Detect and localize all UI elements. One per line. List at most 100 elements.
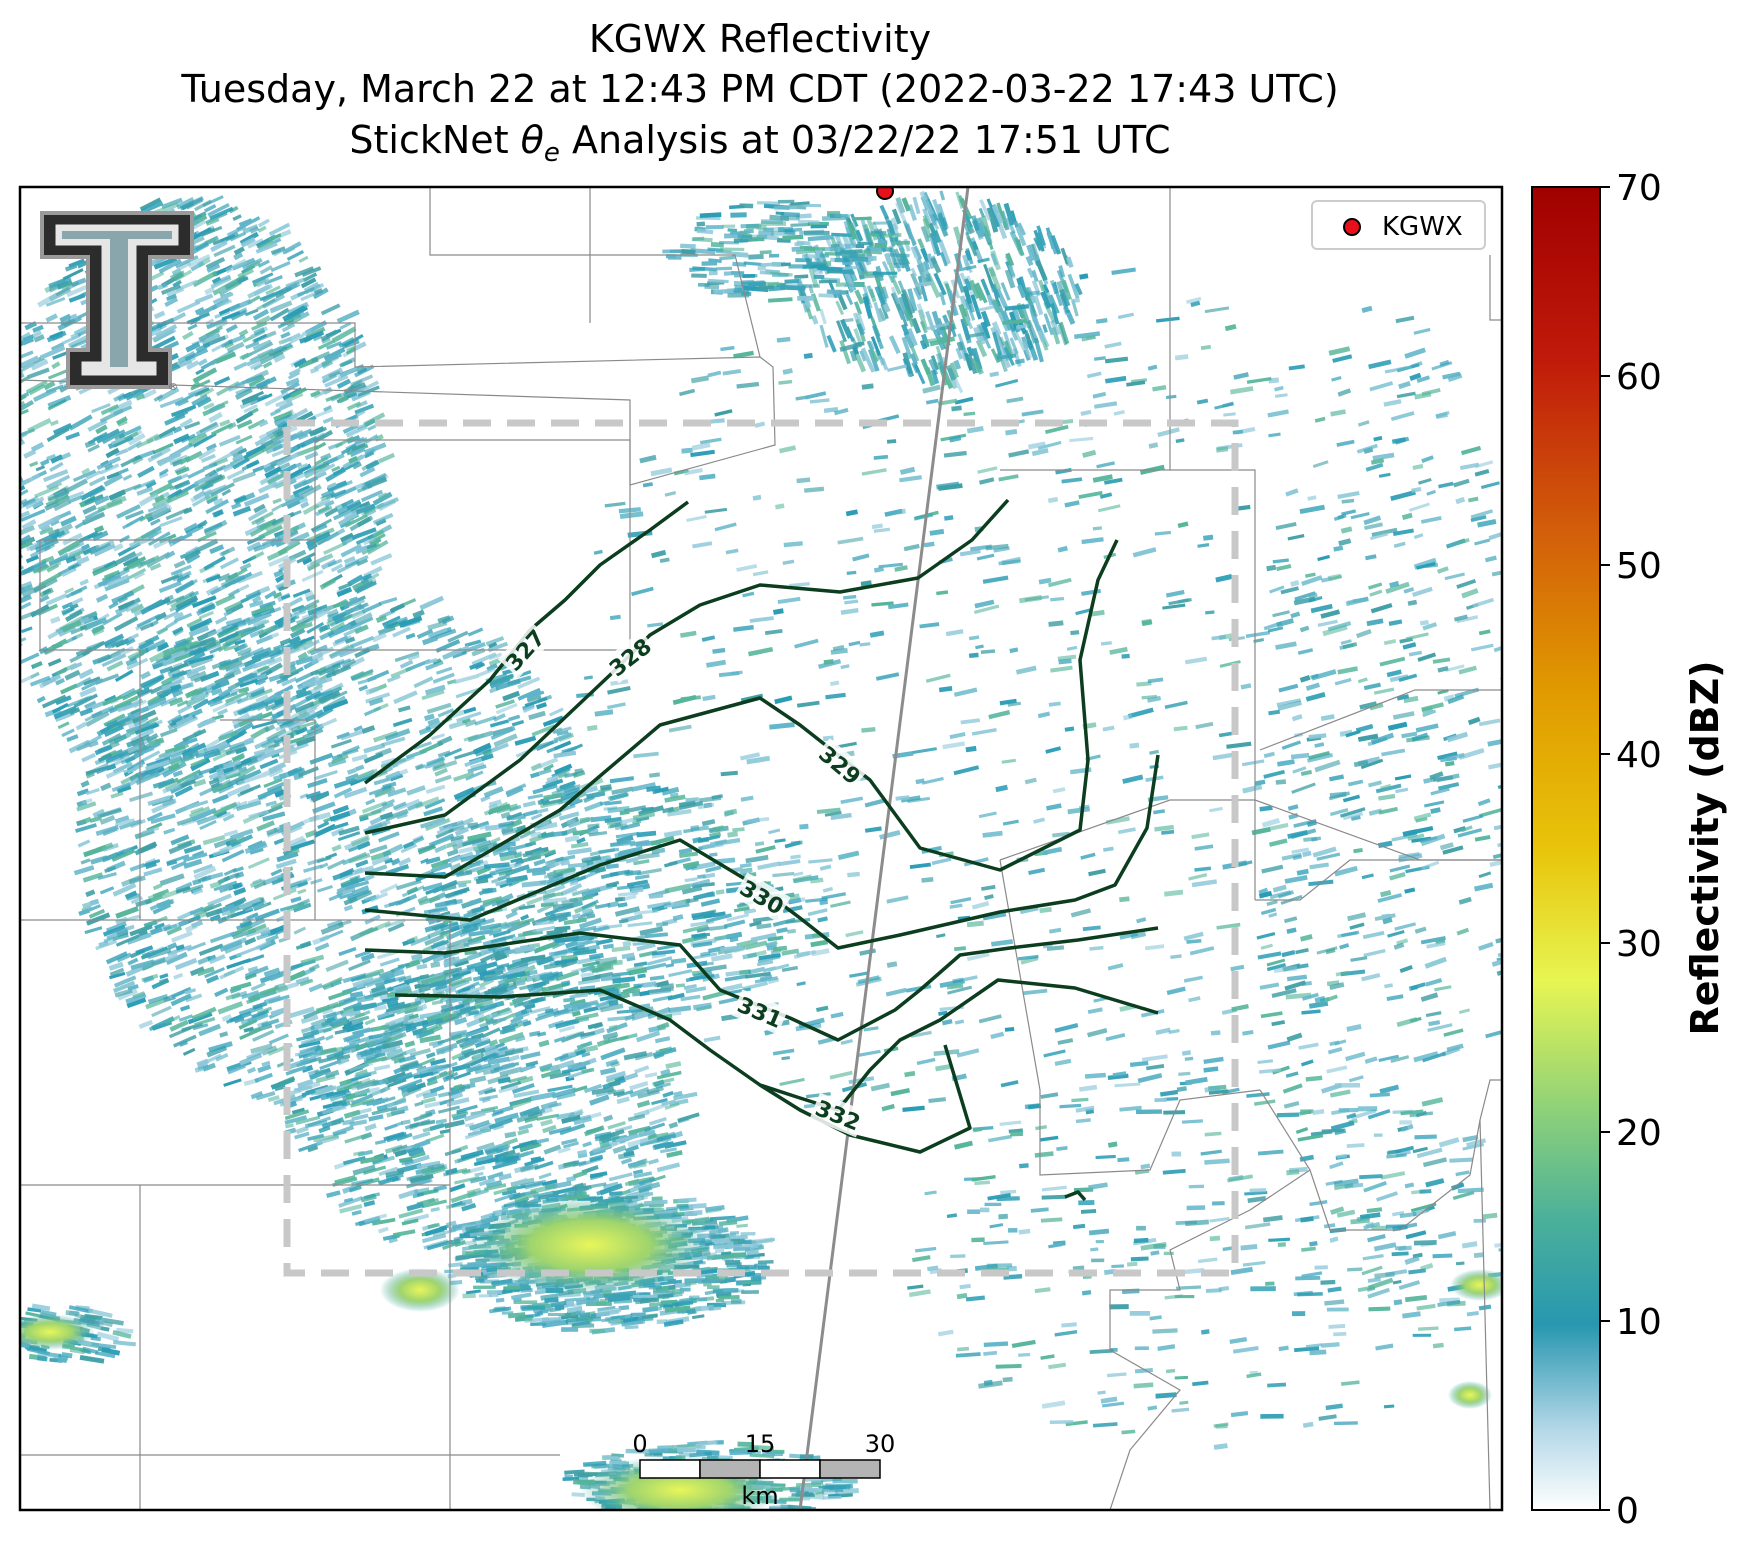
- echo-cell: [122, 474, 133, 481]
- echo-cell: [140, 750, 161, 763]
- echo-cell: [0, 414, 16, 425]
- echo-cell: [82, 504, 97, 515]
- echo-cell: [36, 695, 46, 704]
- title-line-3-suffix: Analysis at 03/22/22 17:51 UTC: [560, 118, 1171, 162]
- echo-cell: [315, 408, 334, 418]
- echo-cell: [0, 436, 6, 451]
- echo-cell: [0, 399, 12, 409]
- echo-cell: [352, 461, 362, 470]
- echo-cell: [20, 539, 21, 554]
- echo-cell: [323, 347, 346, 362]
- echo-cell: [126, 568, 147, 581]
- echo-cell: [200, 332, 221, 345]
- echo-cell: [20, 610, 36, 624]
- echo-cell: [64, 587, 75, 595]
- echo-cell: [139, 197, 162, 212]
- echo-cell: [326, 341, 342, 350]
- echo-cell: [0, 469, 13, 483]
- echo-cell: [49, 461, 64, 472]
- echo-cell: [33, 334, 45, 343]
- echo-cell: [2, 481, 13, 488]
- echo-cell: [94, 673, 119, 686]
- echo-cell: [0, 400, 14, 409]
- echo-cell: [317, 339, 335, 351]
- echo-cell: [20, 508, 46, 522]
- echo-cell: [203, 738, 221, 751]
- map-panel: 327 328 329 330 331 332: [0, 187, 1502, 1510]
- echo-cell: [79, 686, 97, 698]
- echo-cell: [147, 446, 171, 463]
- echo-cell: [354, 403, 375, 415]
- echo-cell: [340, 532, 354, 543]
- echo-cell: [149, 562, 162, 571]
- echo-cell: [279, 462, 302, 474]
- echo-cell: [176, 769, 202, 784]
- title-line-1: KGWX Reflectivity: [589, 17, 931, 61]
- echo-cell: [55, 695, 72, 706]
- echo-cell: [308, 685, 324, 696]
- echo-cell: [0, 514, 3, 524]
- echo-cell: [0, 570, 8, 579]
- echo-cell: [159, 696, 178, 707]
- echo-cell: [20, 541, 21, 552]
- echo-cell: [179, 418, 193, 428]
- echo-cell: [114, 448, 129, 457]
- echo-cell: [0, 374, 9, 381]
- echo-cell: [2, 365, 17, 374]
- echo-cell: [20, 534, 31, 547]
- echo-cell: [347, 574, 364, 587]
- echo-cell: [320, 303, 341, 316]
- echo-cell: [159, 727, 178, 738]
- echo-cell: [247, 418, 266, 430]
- echo-cell: [0, 470, 1, 483]
- echo-cell: [113, 615, 139, 632]
- echo-cell: [2, 399, 15, 408]
- echo-cell: [152, 537, 171, 549]
- echo-cell: [174, 579, 195, 594]
- echo-cell: [199, 670, 220, 682]
- echo-cell: [257, 259, 270, 268]
- echo-cell: [300, 277, 317, 289]
- echo-cell: [125, 637, 136, 646]
- echo-cell: [175, 466, 190, 476]
- echo-cell: [0, 448, 8, 462]
- echo-cell: [141, 388, 157, 400]
- echo-cell: [237, 570, 263, 584]
- echo-cell: [153, 256, 178, 270]
- echo-cell: [20, 375, 30, 391]
- echo-cell: [21, 626, 33, 634]
- echo-cell: [173, 611, 184, 621]
- echo-cell: [0, 402, 10, 410]
- echo-cell: [20, 331, 31, 342]
- echo-cell: [247, 238, 264, 249]
- echo-cell: [273, 353, 286, 363]
- echo-cell: [209, 544, 225, 555]
- echo-cell: [1, 423, 19, 434]
- echo-cell: [20, 525, 35, 536]
- echo-cell: [114, 669, 134, 683]
- echo-cell: [194, 387, 210, 397]
- echo-cell: [61, 607, 75, 616]
- echo-cell: [269, 307, 290, 322]
- echo-cell: [3, 418, 15, 427]
- echo-cell: [0, 494, 9, 507]
- echo-cell: [0, 464, 1, 475]
- echo-cell: [188, 625, 210, 638]
- title-theta: θ: [521, 118, 544, 162]
- echo-cell: [0, 540, 19, 553]
- echo-cell: [152, 442, 174, 455]
- echo-cell: [75, 676, 92, 688]
- echo-cell: [40, 524, 51, 533]
- echo-cell: [4, 590, 18, 599]
- echo-cell: [0, 553, 11, 566]
- echo-cell: [246, 541, 262, 552]
- echo-cell: [0, 486, 14, 501]
- echo-cell: [218, 434, 241, 447]
- echo-cell: [323, 405, 332, 412]
- echo-cell: [243, 492, 270, 507]
- echo-cell: [127, 432, 146, 446]
- echo-cell: [173, 433, 190, 445]
- echo-cell: [88, 740, 99, 748]
- echo-cell: [253, 503, 266, 514]
- echo-cell: [1, 623, 11, 631]
